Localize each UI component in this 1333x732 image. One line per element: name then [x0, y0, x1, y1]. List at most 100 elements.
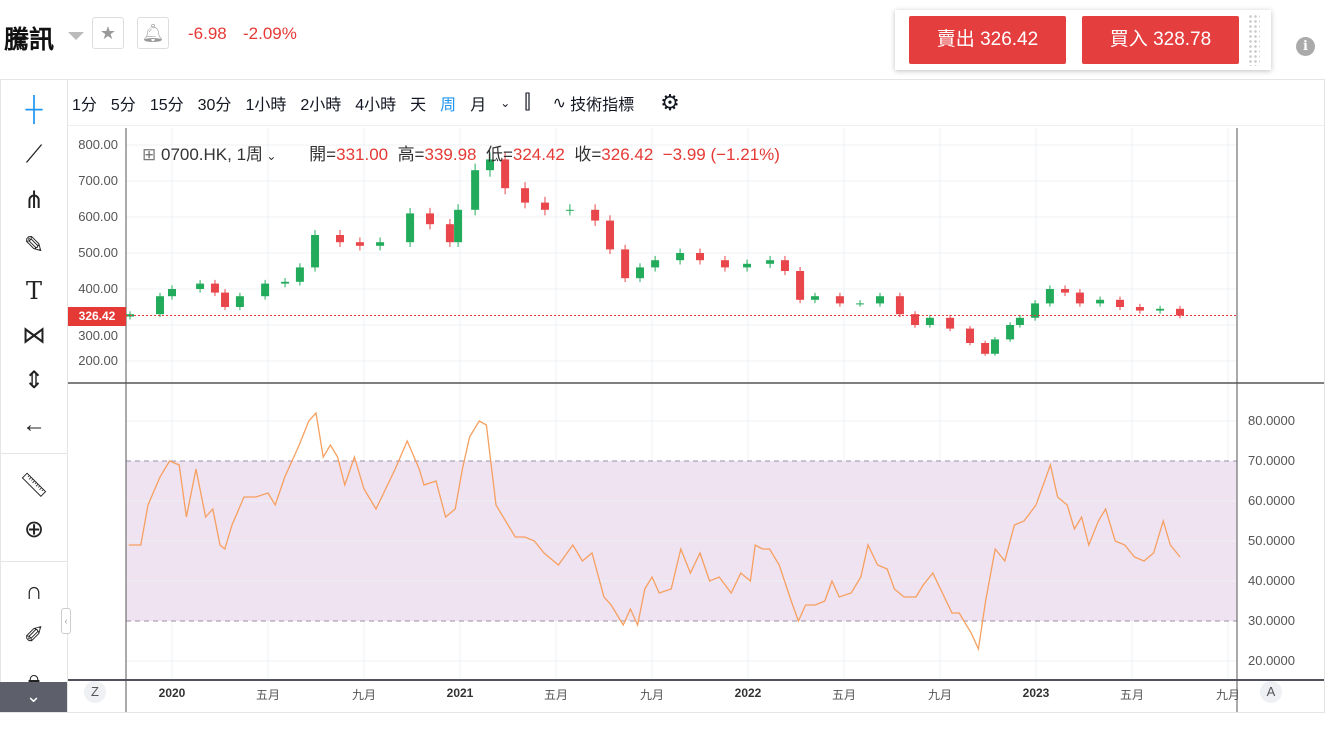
high-label: 高= [397, 145, 425, 164]
candle [471, 170, 480, 210]
candle [780, 260, 789, 271]
interval-6[interactable]: 4小時 [355, 96, 397, 114]
candle [355, 242, 364, 246]
indicator-icon[interactable]: ∿ [552, 94, 567, 112]
price-change: -6.98 [188, 24, 227, 43]
change-value: −3.99 (−1.21%) [662, 145, 780, 164]
brush-icon[interactable]: ✎ [23, 232, 45, 259]
crosshair-icon[interactable]: ┼ [25, 96, 43, 123]
back-arrow-icon[interactable]: ← [22, 411, 46, 438]
magnet-icon[interactable]: ∩ [25, 578, 43, 605]
time-tick-label: 2020 [158, 686, 186, 700]
time-tick-label: 五月 [1119, 688, 1145, 702]
time-tick-label: 九月 [927, 688, 953, 702]
chart-toolbar: 1分 5分 15分 30分 1小時 2小時 4小時天周月 ⌄ ⫿ ∿ 技術指標 ⚙ [68, 80, 1324, 126]
rsi-tick-label: 60.0000 [1248, 493, 1295, 508]
measure-icon[interactable]: ⇕ [23, 367, 45, 394]
trendline-icon[interactable]: ⟋ [25, 141, 43, 168]
candle [1031, 303, 1040, 318]
time-tick-label: 五月 [255, 688, 281, 702]
candle [221, 292, 230, 307]
auto-scale-right-button[interactable]: A [1260, 681, 1282, 703]
candle [235, 296, 244, 307]
interval-0[interactable]: 1分 [72, 96, 97, 114]
trade-panel: 賣出 326.42 買入 328.78 [895, 10, 1271, 70]
candle [281, 281, 290, 284]
time-tick-label: 2022 [734, 686, 762, 700]
price-tick-label: 400.00 [78, 281, 118, 296]
candle [406, 213, 415, 243]
candle [261, 283, 270, 297]
interval-5[interactable]: 2小時 [300, 96, 342, 114]
candle [426, 213, 434, 225]
candle [621, 249, 630, 279]
candle [796, 271, 805, 300]
candle [210, 283, 219, 293]
ruler-icon[interactable]: 📏︎ [18, 472, 50, 499]
rsi-tick-label: 50.0000 [1248, 533, 1295, 548]
last-price-tag: 326.42 [68, 307, 126, 326]
time-tick-label: 九月 [639, 688, 665, 702]
alert-bell-button[interactable]: 🔔︎ [137, 17, 169, 49]
candle [1015, 317, 1024, 325]
candle [521, 188, 530, 203]
interval-8[interactable]: 周 [440, 96, 457, 114]
candle [1135, 307, 1144, 311]
buy-button[interactable]: 買入 328.78 [1082, 16, 1239, 64]
lock-pencil-icon[interactable]: ✐ [23, 622, 45, 649]
candle-type-icon[interactable]: ⫿ [524, 91, 531, 113]
drawing-toolbar: ┼ ⟋ ⋔ ✎ T ⋈ ⇕ ← 📏︎ ⊕ ∩ ✐ 🔒︎ ⌄ ‹ [0, 80, 71, 712]
auto-scale-left-button[interactable]: Z [84, 681, 106, 703]
interval-1[interactable]: 5分 [110, 96, 136, 114]
rsi-tick-label: 80.0000 [1248, 413, 1295, 428]
time-tick-label: 九月 [351, 688, 377, 702]
candle [876, 296, 884, 304]
close-value: 326.42 [601, 145, 654, 164]
interval-4[interactable]: 1小時 [245, 96, 287, 114]
expand-legend-icon[interactable]: ⊞ [142, 145, 157, 164]
interval-7[interactable]: 天 [410, 96, 427, 114]
price-change-pct: -2.09% [243, 24, 297, 43]
pitchfork-icon[interactable]: ⋔ [23, 187, 45, 214]
title-dropdown-icon[interactable] [68, 32, 84, 40]
candle [311, 235, 320, 268]
pattern-icon[interactable]: ⋈ [22, 322, 46, 349]
drag-handle-icon[interactable] [1248, 14, 1260, 66]
text-icon[interactable]: T [25, 277, 42, 305]
candle [720, 260, 729, 268]
price-tick-label: 800.00 [78, 137, 118, 152]
price-tick-label: 200.00 [78, 353, 118, 368]
indicators-button[interactable]: 技術指標 [570, 96, 635, 114]
time-tick-label: 五月 [831, 688, 857, 702]
interval-dropdown-icon[interactable]: ⌄ [500, 95, 511, 110]
candle [990, 339, 999, 354]
candle [1116, 299, 1124, 307]
info-icon[interactable]: i [1296, 37, 1315, 56]
candle [1096, 299, 1105, 304]
scroll-down-button[interactable]: ⌄ [0, 682, 67, 712]
interval-3[interactable]: 30分 [197, 96, 232, 114]
interval-2[interactable]: 15分 [149, 96, 184, 114]
time-tick-label: 2023 [1022, 686, 1050, 700]
candle [911, 314, 920, 325]
candle [676, 253, 685, 261]
candle [810, 296, 819, 300]
legend-symbol[interactable]: 0700.HK, 1周 [160, 145, 264, 164]
collapse-toolbar-button[interactable]: ‹ [61, 608, 71, 634]
sell-button[interactable]: 賣出 326.42 [909, 16, 1066, 64]
zoom-in-icon[interactable]: ⊕ [23, 516, 45, 543]
candle [376, 242, 385, 246]
toolbar-divider [0, 561, 68, 562]
interval-9[interactable]: 月 [470, 96, 487, 114]
candle [835, 296, 844, 304]
candle [966, 328, 974, 343]
candle [636, 267, 644, 279]
time-tick-label: 2021 [446, 686, 474, 700]
candle [540, 202, 549, 210]
settings-gear-icon[interactable]: ⚙ [660, 89, 680, 115]
toolbar-divider [0, 453, 68, 454]
candle [486, 159, 494, 171]
favorite-star-button[interactable]: ★ [92, 17, 124, 49]
candle [156, 296, 164, 315]
